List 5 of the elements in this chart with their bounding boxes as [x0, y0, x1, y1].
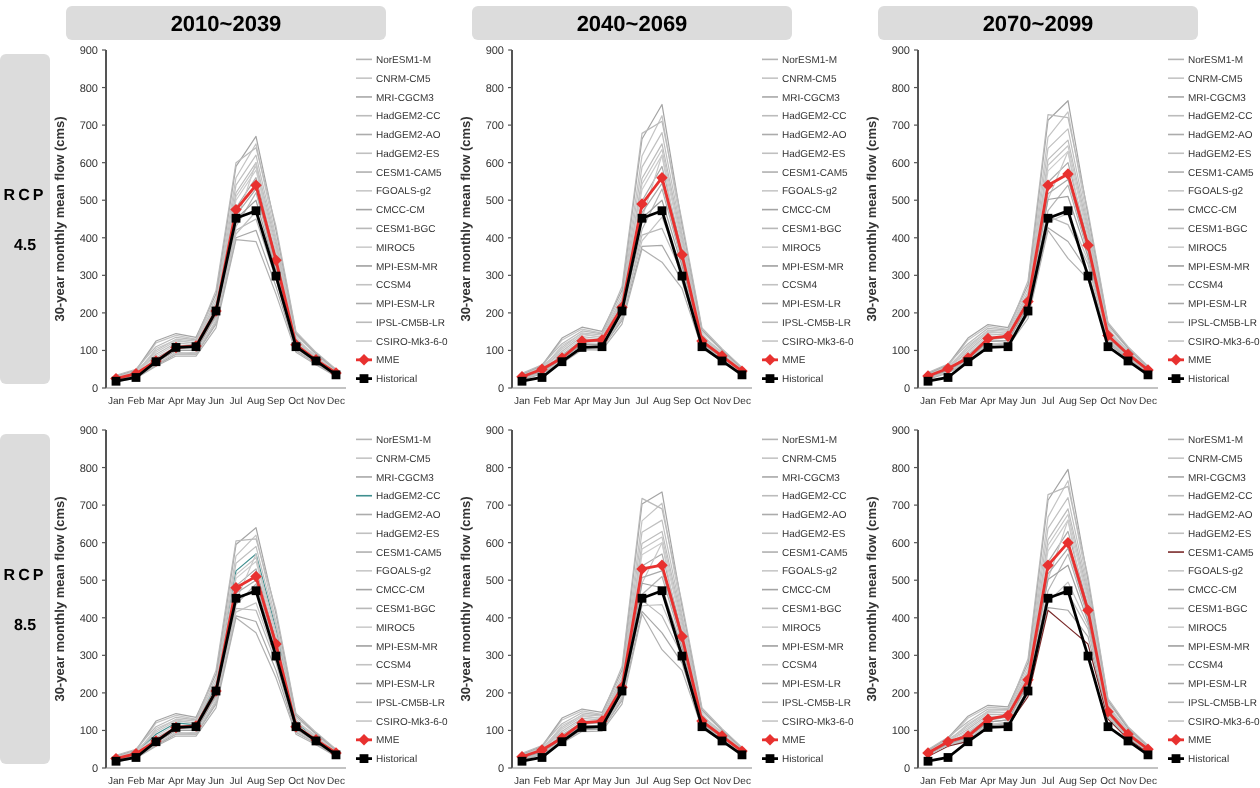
text: RCP 4.5 — [3, 186, 47, 254]
text: RCP 8.5 — [3, 566, 47, 634]
chart-title: 2070~2099 — [982, 13, 1094, 37]
chart-title: 2040~2069 — [576, 13, 688, 37]
chart-title: 2010~2039 — [170, 13, 282, 37]
